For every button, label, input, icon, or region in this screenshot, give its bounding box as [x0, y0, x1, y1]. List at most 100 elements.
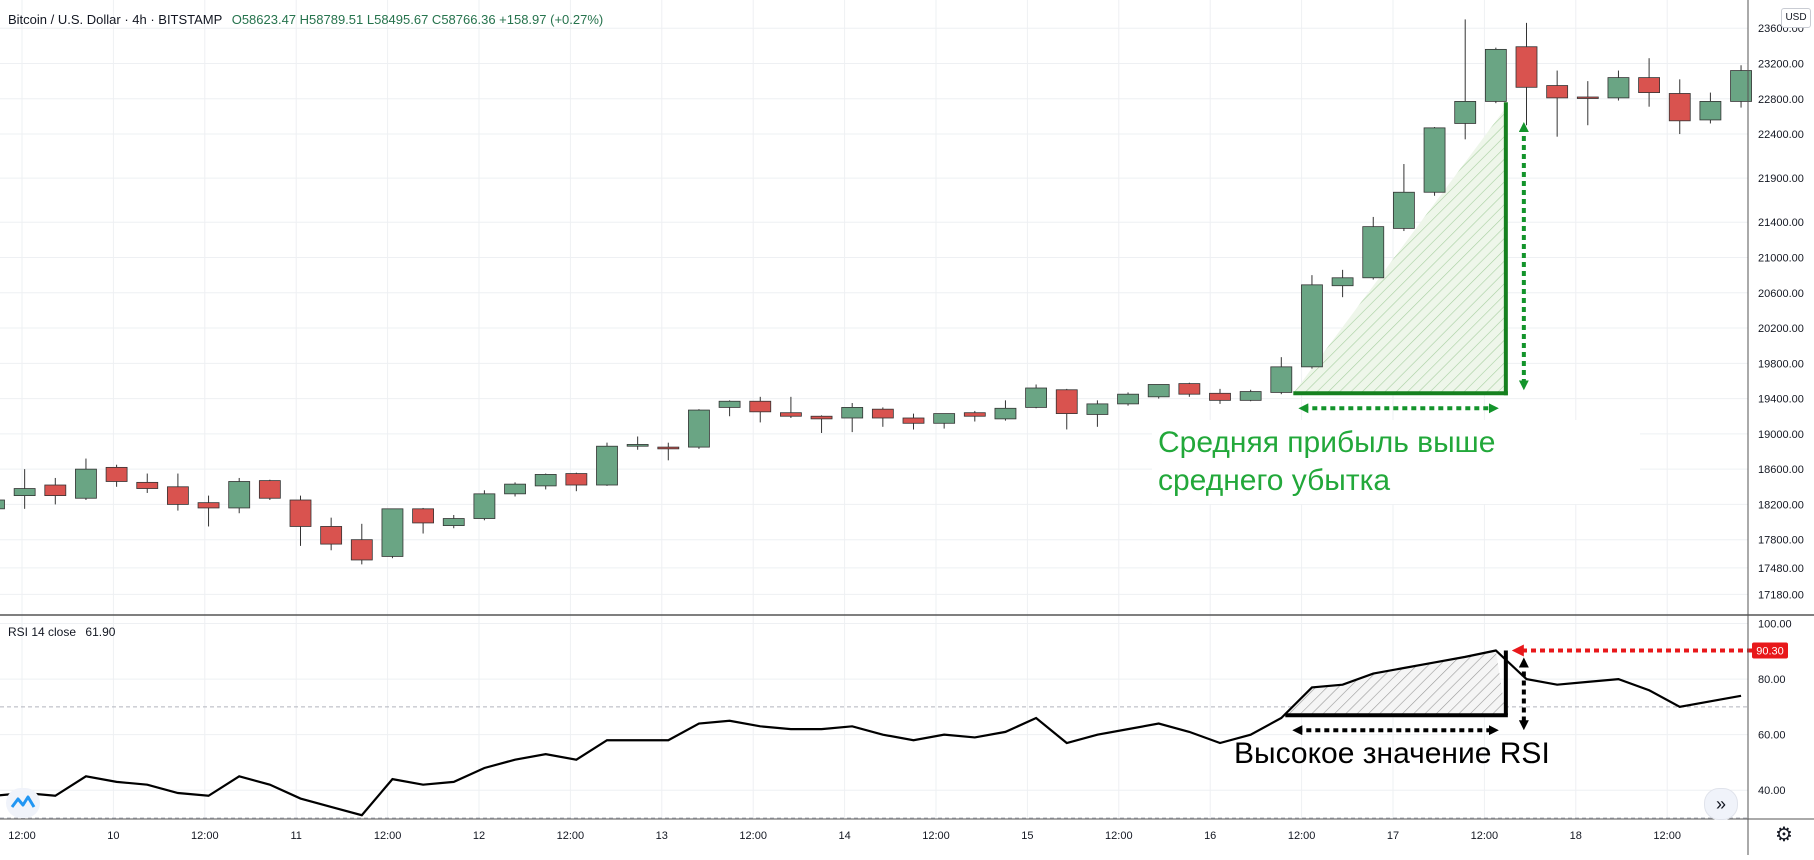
candle: [1454, 19, 1477, 140]
candle: [13, 469, 36, 509]
time-tick-label: 11: [290, 830, 301, 842]
price-tick-label: 19800.00: [1758, 358, 1804, 370]
candle-body: [136, 481, 159, 489]
candle-body: [473, 493, 496, 519]
candle-body: [657, 446, 680, 450]
candle-body: [1576, 96, 1599, 99]
price-tick-label: 23200.00: [1758, 58, 1804, 70]
time-tick-label: 18: [1570, 830, 1582, 842]
candle-body: [933, 413, 956, 424]
candle-body: [1638, 77, 1660, 93]
candle: [1331, 269, 1354, 298]
candle-body: [1668, 93, 1691, 122]
profit-annotation-line1: Средняя прибыль выше: [1158, 426, 1496, 459]
candle: [810, 415, 833, 433]
rsi-tick-label: 100.00: [1758, 619, 1792, 631]
time-tick-label: 12:00: [1288, 830, 1316, 842]
time-tick-label: 12:00: [1105, 830, 1133, 842]
candle: [657, 442, 680, 461]
rsi-marker-badge: [1752, 642, 1788, 659]
candle-layer: [0, 19, 1752, 565]
price-tick-label: 17800.00: [1758, 535, 1804, 547]
candle: [1668, 79, 1691, 135]
price-tick-label: 19400.00: [1758, 394, 1804, 406]
currency-button[interactable]: USD: [1781, 8, 1811, 28]
price-tick-label: 21900.00: [1758, 173, 1804, 185]
candle: [289, 495, 312, 546]
candle: [1362, 216, 1385, 280]
candle-body: [1515, 46, 1538, 88]
price-tick-label: 19000.00: [1758, 429, 1804, 441]
time-tick-label: 12:00: [557, 830, 585, 842]
candle-body: [810, 415, 833, 420]
candle-body: [596, 445, 618, 486]
rsi-layer: [0, 649, 1742, 817]
candle-body: [994, 407, 1017, 420]
candle-body: [0, 499, 5, 510]
candle-body: [1546, 85, 1569, 99]
candle-body: [1730, 70, 1752, 102]
price-tick-label: 18600.00: [1758, 464, 1804, 476]
gear-icon[interactable]: ⚙: [1775, 824, 1793, 846]
annotation-layer: [1152, 102, 1752, 736]
candle: [1638, 58, 1660, 107]
candle-body: [1178, 383, 1201, 395]
candle: [228, 477, 251, 514]
candle: [197, 495, 220, 527]
price-tick-label: 17180.00: [1758, 589, 1804, 601]
candle: [963, 410, 986, 422]
candle-body: [1301, 284, 1323, 368]
symbol-label[interactable]: Bitcoin / U.S. Dollar · 4h · BITSTAMP: [8, 12, 223, 27]
rsi-tick-label: 80.00: [1758, 674, 1786, 686]
tradingview-logo-icon[interactable]: [6, 788, 40, 818]
candle-body: [166, 486, 189, 505]
candle: [473, 490, 496, 521]
candle: [1730, 65, 1752, 108]
candle-body: [258, 480, 281, 499]
candle-body: [1086, 403, 1109, 415]
candle-body: [1454, 101, 1477, 124]
candle-body: [688, 409, 710, 448]
candle-body: [565, 473, 588, 486]
candle-body: [1117, 393, 1139, 405]
candle: [1239, 389, 1262, 402]
candle-body: [44, 484, 67, 496]
candle: [688, 409, 710, 449]
rsi-label[interactable]: RSI 14 close: [8, 625, 77, 639]
candle: [136, 473, 159, 493]
time-tick-label: 12: [473, 830, 485, 842]
candle: [1301, 275, 1323, 369]
time-tick-label: 12:00: [374, 830, 402, 842]
candle: [75, 458, 97, 501]
time-tick-label: 10: [107, 830, 119, 842]
candle: [1055, 388, 1078, 430]
ohlc-values: O58623.47 H58789.51 L58495.67 C58766.36 …: [231, 12, 604, 27]
candle-body: [841, 407, 864, 419]
rsi-header: RSI 14 close 61.90: [8, 625, 115, 639]
candle: [1546, 70, 1569, 137]
candle-body: [1607, 77, 1630, 99]
candle: [902, 413, 925, 430]
price-tick-label: 18200.00: [1758, 499, 1804, 511]
candle-body: [197, 502, 220, 509]
price-tick-label: 20600.00: [1758, 288, 1804, 300]
candle: [258, 479, 281, 501]
candle: [350, 523, 373, 565]
price-tick-label: 17480.00: [1758, 563, 1804, 575]
candle-body: [442, 518, 465, 526]
candle: [1607, 70, 1630, 101]
candle-body: [534, 474, 557, 487]
candle-body: [1331, 277, 1354, 287]
candle-body: [381, 508, 404, 557]
candle: [841, 403, 864, 433]
candle-body: [504, 483, 526, 495]
candle-body: [13, 488, 36, 496]
candle: [1270, 357, 1293, 395]
candle: [1484, 47, 1507, 104]
candle: [749, 396, 772, 423]
time-tick-label: 12:00: [922, 830, 950, 842]
candle: [1515, 22, 1538, 126]
double-chevron-right-icon[interactable]: »: [1704, 788, 1738, 820]
